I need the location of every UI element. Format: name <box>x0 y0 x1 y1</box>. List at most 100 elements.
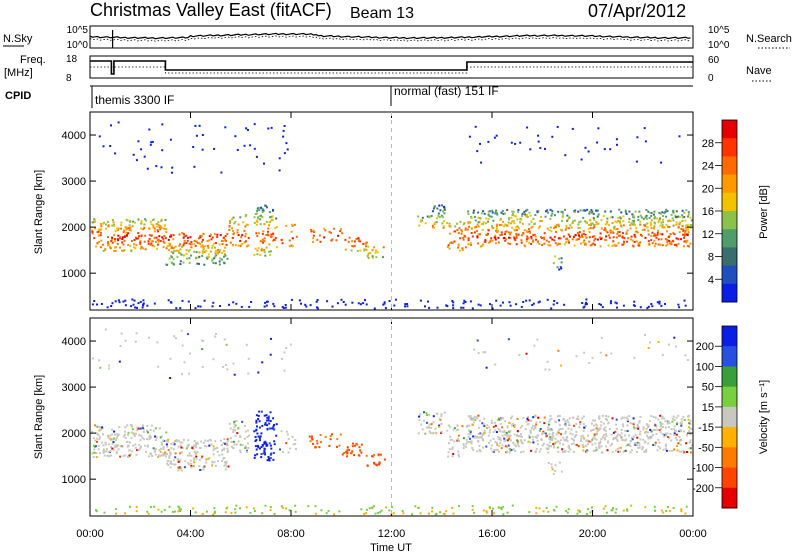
echo-point <box>533 233 536 236</box>
echo-point <box>100 303 103 305</box>
echo-point <box>582 446 585 449</box>
echo-point <box>502 212 505 215</box>
echo-point <box>548 445 551 448</box>
echo-point <box>316 299 319 301</box>
echo-point <box>548 437 551 440</box>
echo-point <box>281 357 283 360</box>
echo-point <box>283 152 286 155</box>
echo-point <box>356 443 359 446</box>
echo-point <box>104 328 107 331</box>
echo-point <box>665 434 668 437</box>
echo-point <box>467 243 470 246</box>
echo-point <box>514 215 517 218</box>
echo-point <box>622 425 625 428</box>
echo-point <box>211 236 214 239</box>
echo-point <box>137 218 140 221</box>
echo-point <box>527 440 530 443</box>
echo-point <box>246 435 249 438</box>
echo-point <box>156 229 159 231</box>
echo-point <box>140 222 143 225</box>
echo-point <box>654 234 657 237</box>
echo-point <box>628 434 631 437</box>
echo-point <box>457 244 460 247</box>
echo-point <box>515 445 518 448</box>
echo-point <box>462 443 465 446</box>
echo-point <box>685 209 688 212</box>
echo-point <box>588 236 591 239</box>
echo-point <box>135 432 137 435</box>
echo-point <box>597 213 600 216</box>
echo-point <box>467 415 470 418</box>
echo-point <box>572 416 575 419</box>
echo-point <box>629 451 632 454</box>
echo-point <box>393 304 396 307</box>
echo-point <box>576 231 579 234</box>
echo-point <box>499 439 502 442</box>
echo-point <box>267 417 270 420</box>
echo-point <box>226 451 229 453</box>
echo-point <box>514 450 517 452</box>
echo-point <box>272 417 275 420</box>
echo-point <box>621 236 624 239</box>
echo-point <box>460 306 463 309</box>
echo-point <box>216 450 219 453</box>
colorbar-swatch <box>722 211 737 230</box>
echo-point <box>211 246 214 249</box>
echo-point <box>114 508 117 511</box>
echo-point <box>417 215 420 218</box>
echo-point <box>168 505 171 508</box>
echo-point <box>484 240 487 243</box>
echo-point <box>513 433 516 436</box>
cpid-label: CPID <box>5 90 31 102</box>
echo-point <box>521 215 523 217</box>
echo-point <box>273 440 276 443</box>
echo-point <box>107 450 110 453</box>
echo-point <box>158 235 161 238</box>
echo-point <box>610 433 613 436</box>
echo-point <box>181 447 184 449</box>
echo-point <box>567 427 570 430</box>
y-tick-label: 1000 <box>62 474 86 486</box>
echo-point <box>237 440 240 443</box>
echo-point <box>135 506 138 508</box>
echo-point <box>144 444 147 447</box>
echo-point <box>673 432 676 435</box>
echo-point <box>476 235 479 238</box>
echo-point <box>547 447 550 450</box>
echo-point <box>255 439 258 441</box>
echo-point <box>435 412 438 415</box>
echo-point <box>148 438 151 441</box>
echo-point <box>619 434 621 437</box>
echo-point <box>146 429 148 432</box>
echo-point <box>179 263 182 266</box>
echo-point <box>634 210 637 213</box>
echo-point <box>593 239 596 242</box>
echo-point <box>257 216 260 219</box>
echo-point <box>236 149 239 151</box>
echo-point <box>207 246 210 249</box>
echo-point <box>479 450 482 453</box>
echo-point <box>442 226 445 229</box>
echo-point <box>650 303 653 305</box>
echo-point <box>365 245 367 248</box>
echo-point <box>261 424 264 427</box>
echo-point <box>508 301 511 304</box>
echo-point <box>198 262 200 265</box>
echo-point <box>583 239 586 242</box>
echo-point <box>105 227 107 230</box>
echo-point <box>269 253 272 256</box>
echo-point <box>245 506 248 509</box>
echo-point <box>114 445 117 448</box>
echo-point <box>324 229 327 232</box>
echo-point <box>626 508 629 511</box>
echo-point <box>664 420 667 423</box>
echo-point <box>165 247 168 250</box>
echo-point <box>557 225 560 228</box>
echo-point <box>568 241 570 244</box>
echo-point <box>196 451 199 454</box>
echo-point <box>91 232 94 235</box>
echo-point <box>652 415 655 418</box>
echo-point <box>621 243 624 246</box>
echo-point <box>188 249 191 252</box>
